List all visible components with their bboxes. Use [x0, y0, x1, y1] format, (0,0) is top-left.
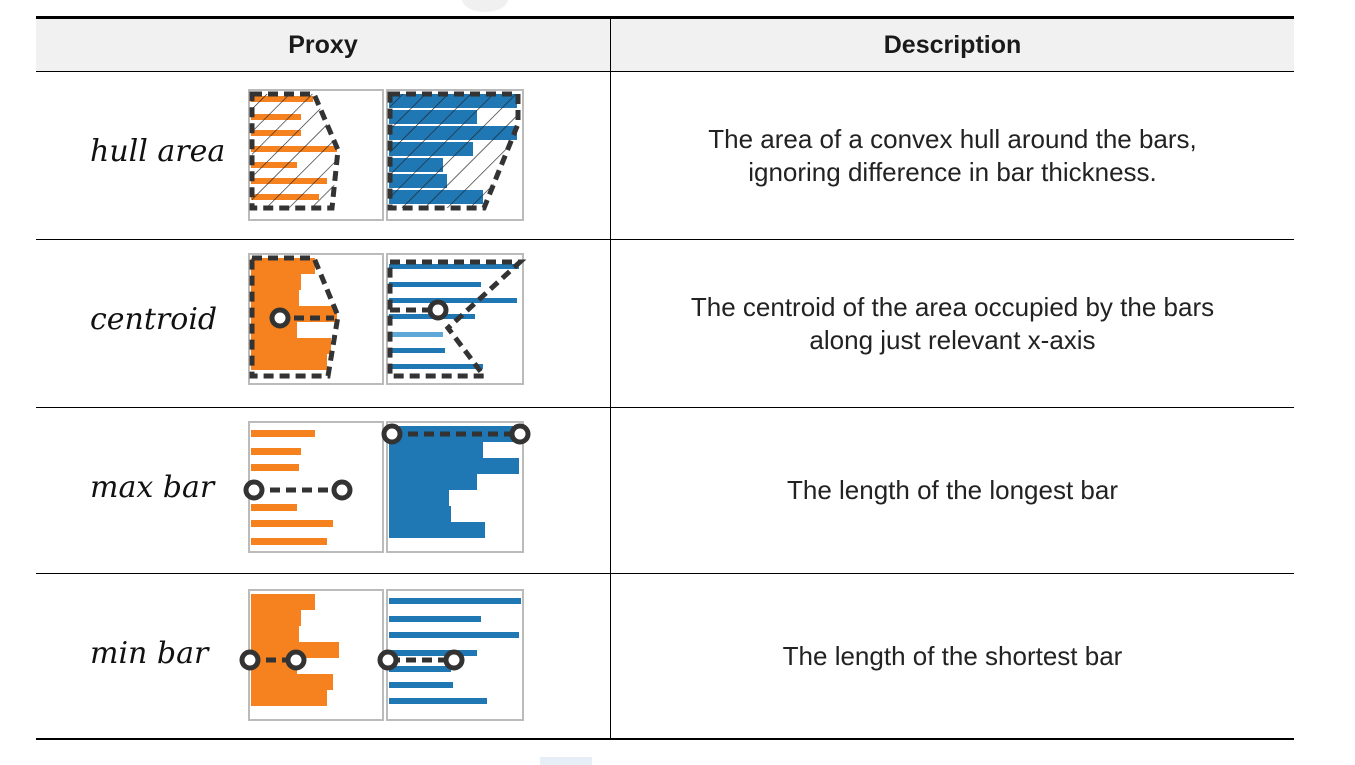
decorative-tab	[540, 757, 592, 765]
table-header	[36, 19, 1294, 71]
description-text: The area of a convex hull around the bar…	[708, 123, 1197, 187]
proxy-name: min bar	[90, 636, 209, 671]
proxy-name: max bar	[90, 470, 215, 505]
proxy-name: centroid	[90, 302, 218, 337]
description-cell: The area of a convex hull around the bar…	[611, 72, 1294, 239]
max-bar-icon	[243, 421, 531, 553]
column-divider	[610, 19, 611, 738]
row-rule	[36, 573, 1294, 574]
decorative-blob	[462, 0, 508, 12]
table-row: min bar	[36, 574, 1294, 738]
description-cell: The centroid of the area occupied by the…	[611, 240, 1294, 407]
description-text: The length of the shortest bar	[782, 640, 1123, 671]
centroid-icon	[248, 253, 527, 385]
row-rule	[36, 239, 1294, 240]
header-proxy: Proxy	[288, 31, 358, 59]
description-text: The length of the longest bar	[786, 475, 1118, 505]
proxy-name: hull area	[90, 134, 226, 169]
hull-area-icon	[248, 89, 524, 221]
min-bar-icon	[239, 589, 524, 721]
table-row: max bar Th	[36, 408, 1294, 573]
bottom-rule	[36, 738, 1294, 740]
description-text: The centroid of the area occupied by the…	[690, 291, 1215, 355]
description-cell: The length of the shortest bar	[611, 574, 1294, 738]
description-cell: The length of the longest bar	[611, 408, 1294, 573]
row-rule	[36, 407, 1294, 408]
table-row: hull area	[36, 72, 1294, 239]
header-rule	[36, 71, 1294, 72]
header-description: Description	[883, 31, 1022, 59]
table-row: centroid	[36, 240, 1294, 407]
proxy-table: Proxy Description hull area	[36, 16, 1294, 740]
top-rule	[36, 16, 1294, 19]
